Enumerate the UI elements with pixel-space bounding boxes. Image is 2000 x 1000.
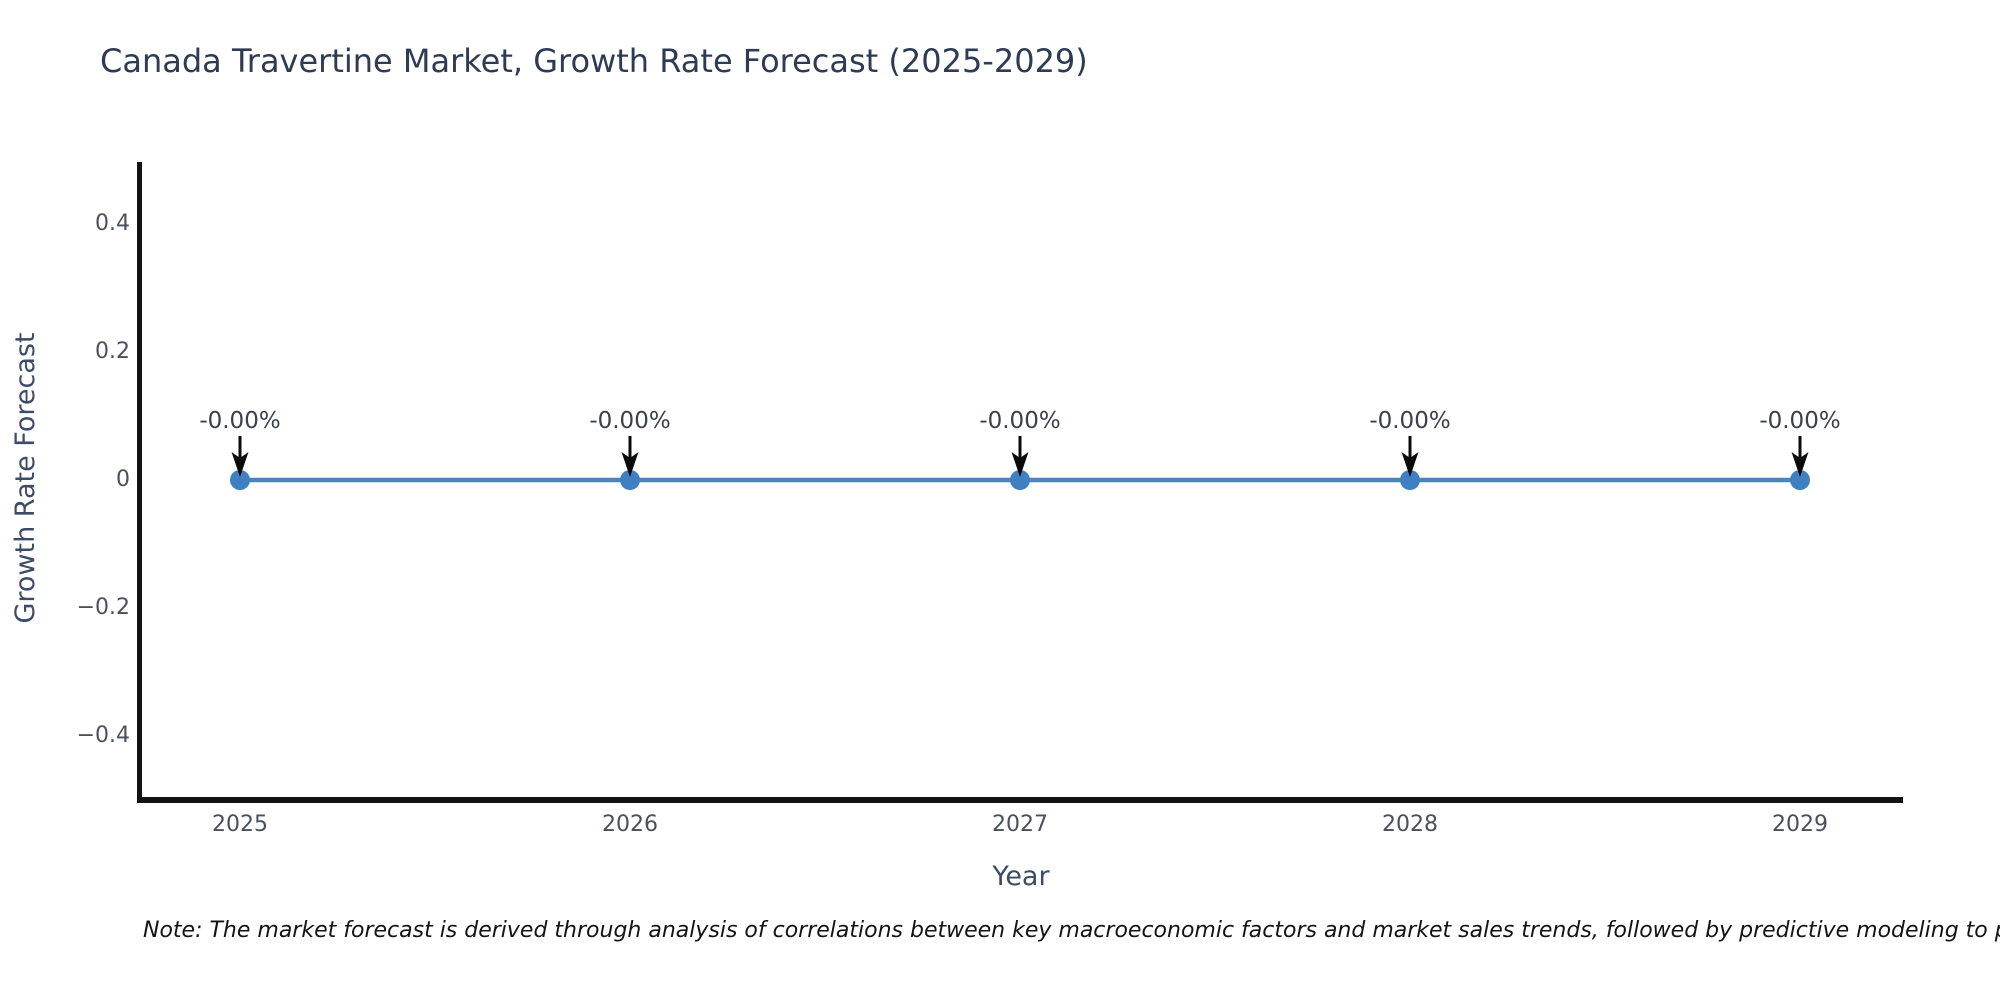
annotation-label: -0.00% [199, 408, 280, 434]
data-point-2026 [620, 470, 640, 490]
y-axis-title: Growth Rate Forecast [10, 332, 41, 623]
y-tick-label: −0.4 [77, 723, 130, 748]
annotation-label: -0.00% [1759, 408, 1840, 434]
x-tick-label: 2027 [992, 812, 1048, 837]
data-point-2027 [1010, 470, 1030, 490]
annotation-label: -0.00% [1369, 408, 1450, 434]
annotation-2028: -0.00% [1369, 408, 1451, 477]
annotation-arrow-shaft [1798, 436, 1802, 460]
annotation-label: -0.00% [589, 408, 670, 434]
y-axis-ticks: 0.4 0.2 0 −0.2 −0.4 [77, 211, 130, 748]
y-tick-label: 0.4 [95, 211, 130, 236]
y-axis-spine [137, 162, 142, 803]
x-tick-label: 2029 [1772, 812, 1828, 837]
x-tick-label: 2025 [212, 812, 268, 837]
series-markers [230, 470, 1810, 490]
data-point-2028 [1400, 470, 1420, 490]
y-tick-label: 0.2 [95, 339, 130, 364]
annotation-arrow-shaft [1018, 436, 1022, 460]
y-tick-label: 0 [116, 467, 130, 492]
y-tick-label: −0.2 [77, 595, 130, 620]
x-tick-label: 2028 [1382, 812, 1438, 837]
annotation-2025: -0.00% [199, 408, 281, 477]
x-axis-spine [137, 797, 1903, 803]
data-point-2025 [230, 470, 250, 490]
annotation-2027: -0.00% [979, 408, 1061, 477]
annotation-arrow-head [231, 452, 249, 477]
data-point-2029 [1790, 470, 1810, 490]
annotation-arrow-shaft [1408, 436, 1412, 460]
annotation-arrow-head [1011, 452, 1029, 477]
annotation-2029: -0.00% [1759, 408, 1841, 477]
annotation-arrow-shaft [238, 436, 242, 460]
x-axis-ticks: 2025 2026 2027 2028 2029 [212, 812, 1828, 837]
x-axis-title: Year [991, 861, 1050, 892]
chart-title: Canada Travertine Market, Growth Rate Fo… [100, 42, 1088, 80]
annotation-2026: -0.00% [589, 408, 671, 477]
annotation-arrow-shaft [628, 436, 632, 460]
annotation-arrow-head [621, 452, 639, 477]
annotation-label: -0.00% [979, 408, 1060, 434]
annotation-arrow-head [1791, 452, 1809, 477]
chart-footnote: Note: The market forecast is derived thr… [143, 918, 2000, 943]
x-tick-label: 2026 [602, 812, 658, 837]
annotation-arrow-head [1401, 452, 1419, 477]
